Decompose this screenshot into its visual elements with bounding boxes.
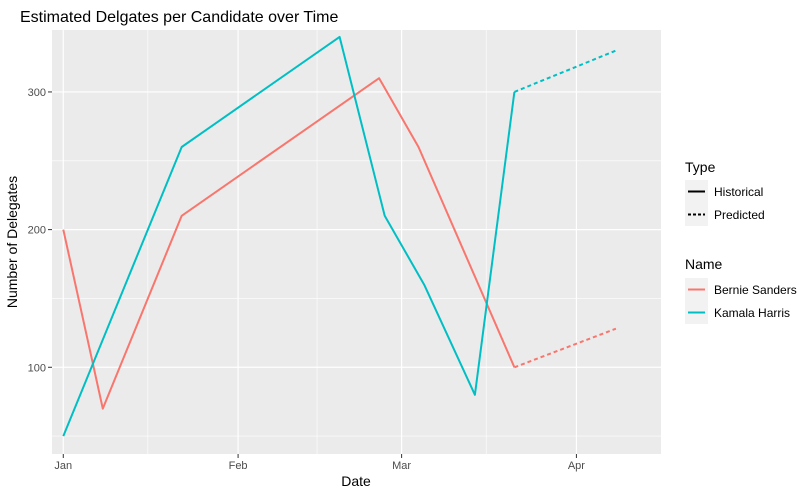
legend-label: Kamala Harris xyxy=(714,306,790,320)
x-tick-label: Jan xyxy=(54,460,72,472)
legend-label: Historical xyxy=(714,185,763,199)
y-tick-label: 100 xyxy=(28,362,46,374)
series-bernie-sanders-historical-line xyxy=(62,77,516,410)
legend-name: Name Bernie Sanders Kamala Harris xyxy=(685,256,797,324)
series-layer xyxy=(62,35,617,437)
legend-type-title: Type xyxy=(685,159,716,175)
y-tick-label: 200 xyxy=(28,225,46,237)
y-axis-title: Number of Delegates xyxy=(4,176,20,308)
y-tick-label: 300 xyxy=(28,87,46,99)
x-tick-label: Feb xyxy=(229,460,248,472)
legend-label: Bernie Sanders xyxy=(714,283,797,297)
x-axis: Jan Feb Mar Apr xyxy=(54,454,585,472)
chart-title: Estimated Delgates per Candidate over Ti… xyxy=(20,9,338,26)
series-kamala-harris-historical-line xyxy=(62,35,516,437)
legend-key-background xyxy=(685,203,708,226)
x-tick-label: Mar xyxy=(392,460,411,472)
x-tick-label: Apr xyxy=(568,460,585,472)
legend-type: Type Historical Predicted xyxy=(685,159,765,226)
y-axis: 100 200 300 xyxy=(28,87,52,374)
series-kamala-harris-predicted-line xyxy=(514,49,617,93)
legend-label: Predicted xyxy=(714,208,765,222)
legend-name-title: Name xyxy=(685,256,723,272)
grid xyxy=(52,30,661,454)
x-axis-title: Date xyxy=(341,473,371,489)
